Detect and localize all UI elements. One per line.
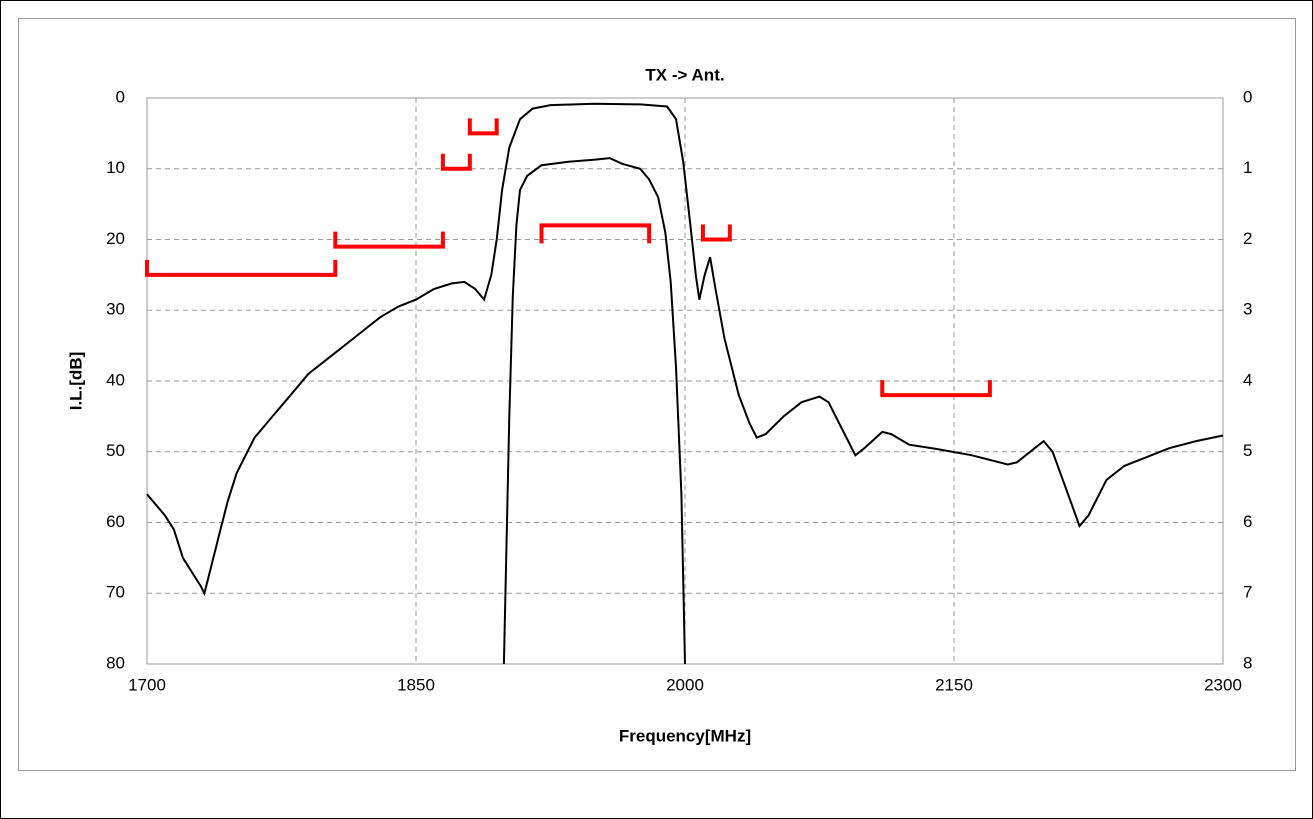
y2-tick-label: 0 xyxy=(1243,87,1252,106)
limit-mask xyxy=(539,223,652,244)
x-tick-label: 1850 xyxy=(397,675,435,694)
y-axis-label: I.L.[dB] xyxy=(66,352,85,411)
y-tick-label: 60 xyxy=(106,512,125,531)
y-tick-label: 30 xyxy=(106,300,125,319)
y-tick-label: 80 xyxy=(106,653,125,672)
y2-tick-label: 8 xyxy=(1243,653,1252,672)
x-tick-label: 2150 xyxy=(935,675,973,694)
y-tick-label: 0 xyxy=(116,87,125,106)
limit-mask xyxy=(333,231,445,249)
x-tick-label: 1700 xyxy=(128,675,166,694)
y2-tick-label: 2 xyxy=(1243,229,1252,248)
limit-mask xyxy=(880,380,992,398)
y-tick-label: 50 xyxy=(106,441,125,460)
limit-mask xyxy=(440,153,472,171)
limit-mask xyxy=(700,224,732,242)
y-tick-label: 70 xyxy=(106,583,125,602)
y2-tick-label: 5 xyxy=(1243,441,1252,460)
y2-tick-label: 4 xyxy=(1243,370,1252,389)
line-series xyxy=(146,102,1224,597)
y2-tick-label: 3 xyxy=(1243,300,1252,319)
y-tick-label: 20 xyxy=(106,229,125,248)
x-tick-label: 2000 xyxy=(666,675,704,694)
x-tick-label: 2300 xyxy=(1204,675,1242,694)
y2-tick-label: 6 xyxy=(1243,512,1252,531)
y2-tick-label: 7 xyxy=(1243,583,1252,602)
limit-mask xyxy=(145,259,338,277)
y-tick-label: 10 xyxy=(106,158,125,177)
chart-title: TX -> Ant. xyxy=(645,65,724,84)
limit-mask xyxy=(467,118,499,136)
line-series xyxy=(502,157,686,665)
y-tick-label: 40 xyxy=(106,370,125,389)
x-axis-label: Frequency[MHz] xyxy=(619,726,751,745)
chart-border xyxy=(18,18,1296,771)
y2-tick-label: 1 xyxy=(1243,158,1252,177)
